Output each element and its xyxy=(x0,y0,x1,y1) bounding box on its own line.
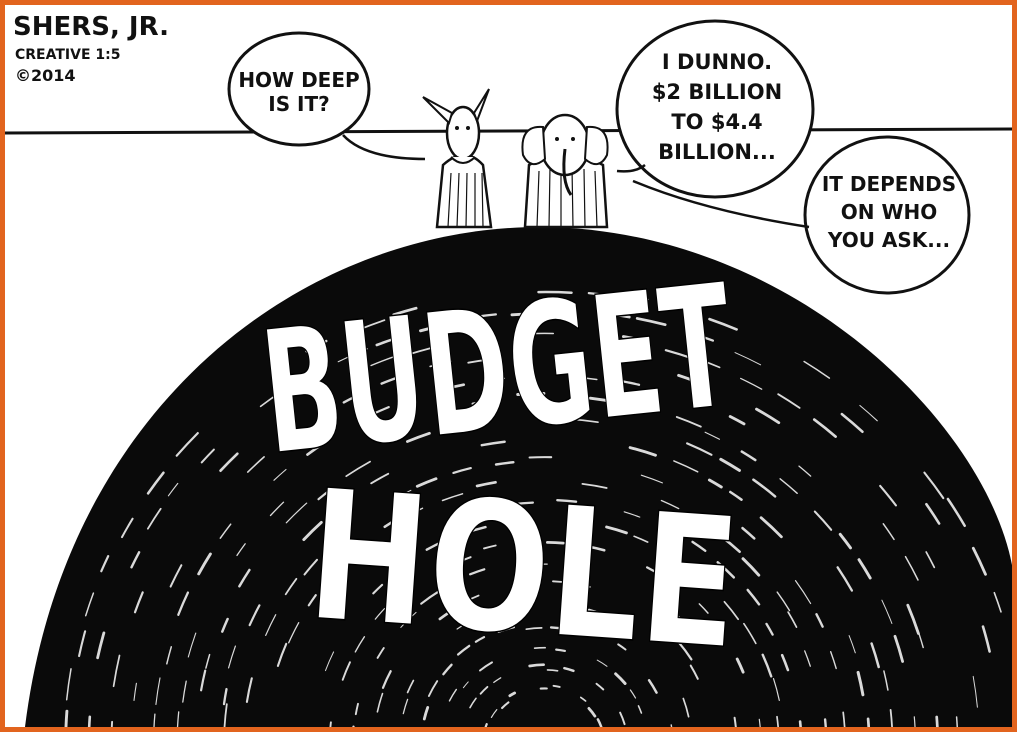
svg-text:IS IT?: IS IT? xyxy=(268,92,330,116)
svg-text:©2014: ©2014 xyxy=(15,66,76,85)
svg-text:BILLION...: BILLION... xyxy=(658,140,776,164)
svg-text:ON WHO: ON WHO xyxy=(841,200,938,224)
budget-hole xyxy=(25,226,1012,727)
svg-text:CREATIVE 1:5: CREATIVE 1:5 xyxy=(15,47,120,63)
speech-bubble-offpanel: IT DEPENDS ON WHO YOU ASK... xyxy=(632,135,971,295)
svg-text:HOW DEEP: HOW DEEP xyxy=(238,68,359,92)
artist-signature: SHERS, JR. CREATIVE 1:5 ©2014 xyxy=(13,12,169,85)
svg-text:I DUNNO.: I DUNNO. xyxy=(662,50,772,74)
cartoon-panel: SHERS, JR. CREATIVE 1:5 ©2014 BUDGET HOL… xyxy=(5,5,1012,727)
cartoon-illustration: SHERS, JR. CREATIVE 1:5 ©2014 BUDGET HOL… xyxy=(5,12,1012,727)
svg-text:YOU ASK...: YOU ASK... xyxy=(827,228,950,252)
speech-bubble-elephant: I DUNNO. $2 BILLION TO $4.4 BILLION... xyxy=(615,19,815,199)
svg-text:IT DEPENDS: IT DEPENDS xyxy=(822,172,956,196)
speech-bubble-donkey: HOW DEEP IS IT? xyxy=(227,31,426,161)
elephant-figure xyxy=(521,113,609,229)
hole-label-line2: HOLE xyxy=(302,451,746,689)
svg-text:SHERS, JR.: SHERS, JR. xyxy=(13,12,169,42)
horizon-line xyxy=(5,127,1012,135)
svg-text:TO $4.4: TO $4.4 xyxy=(671,110,762,134)
svg-text:$2 BILLION: $2 BILLION xyxy=(652,80,782,104)
donkey-figure xyxy=(422,88,493,229)
